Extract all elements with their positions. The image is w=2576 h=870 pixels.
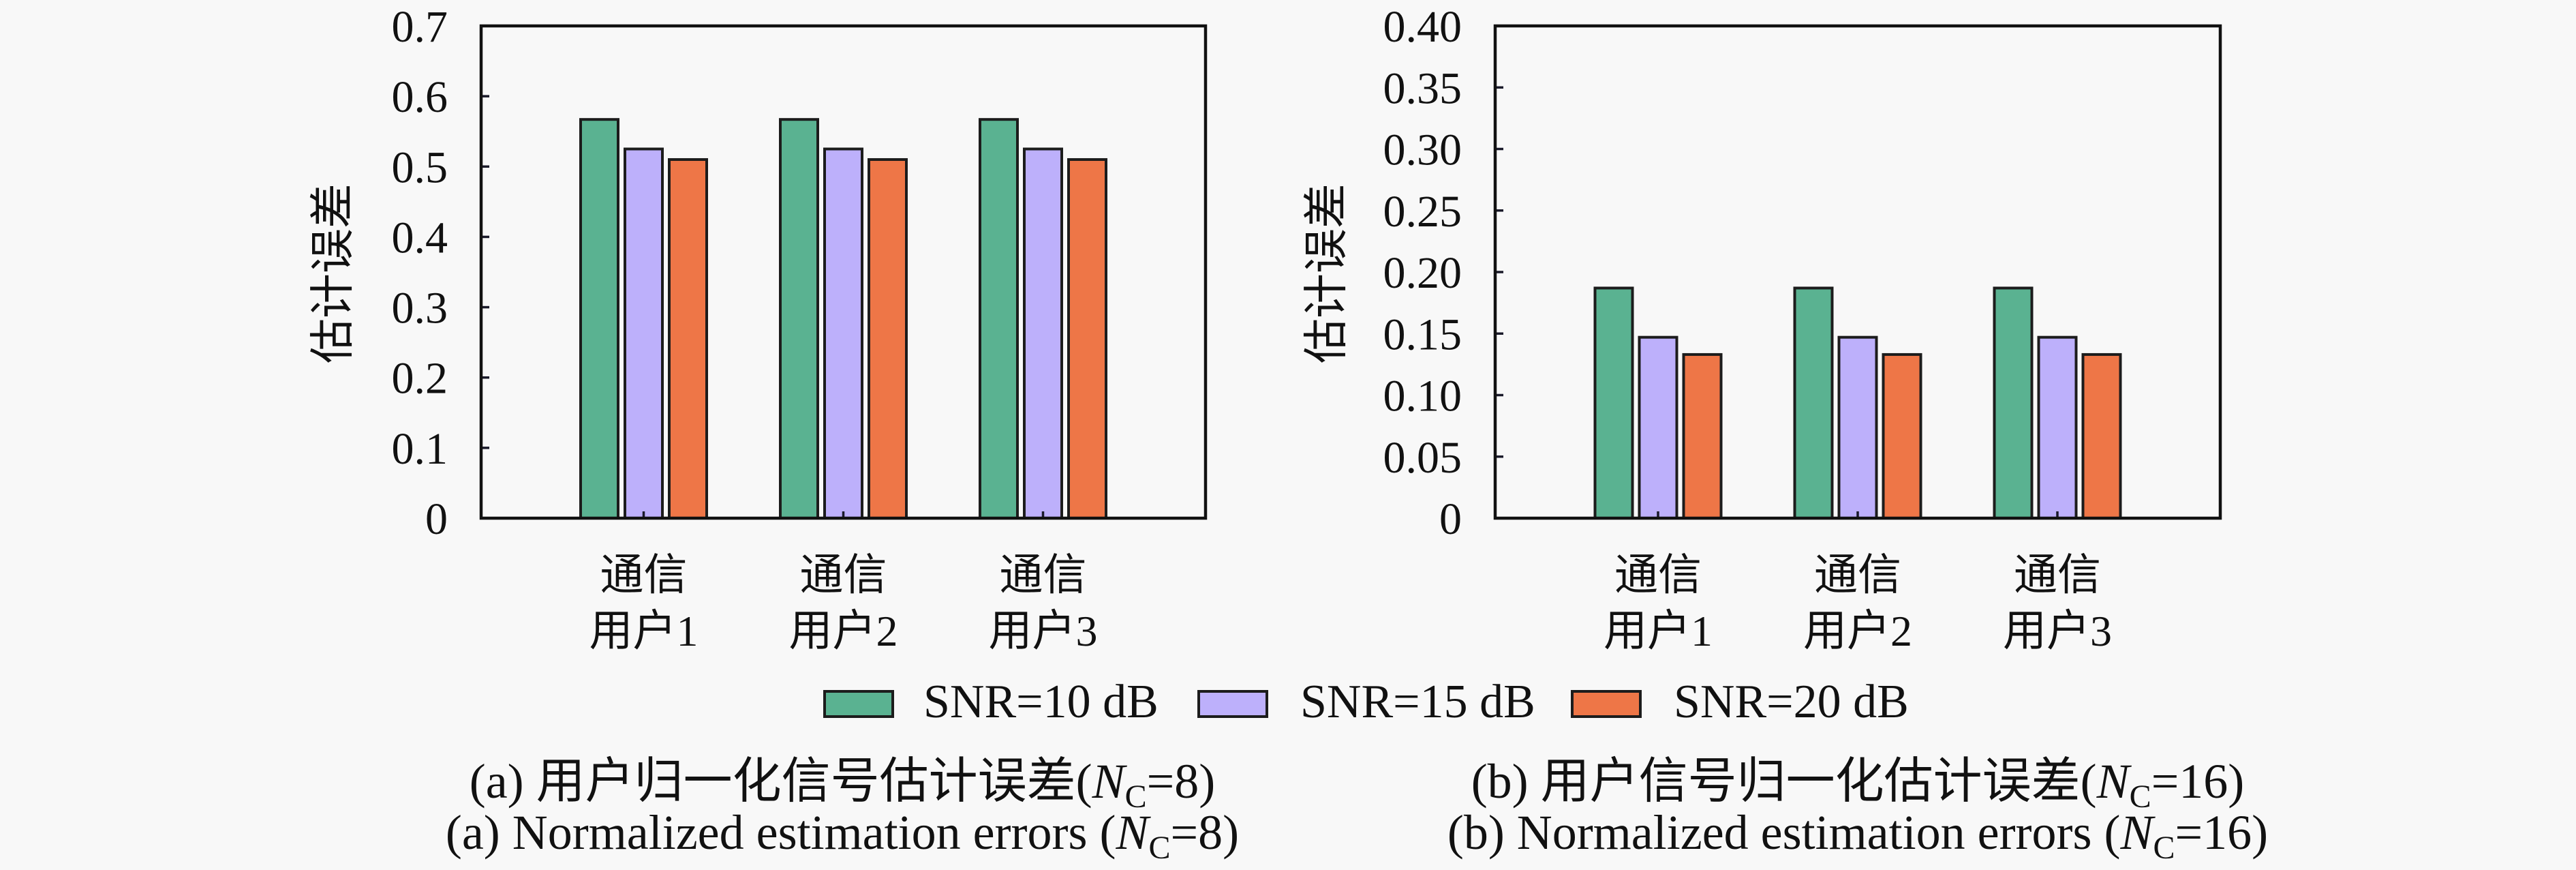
x-tick-label: 用户2 (1803, 607, 1912, 655)
caption-variable: N (2096, 754, 2132, 809)
y-tick-label: 0 (425, 494, 448, 544)
caption-prefix: (b) 用户信号归一化估计误差( (1471, 754, 2097, 809)
legend-swatch-snr-20 (1571, 690, 1642, 718)
x-tick-label: 通信 (1614, 551, 1702, 599)
y-tick-label: 0.35 (1383, 63, 1462, 113)
legend-label-snr-15: SNR=15 dB (1300, 676, 1535, 728)
caption-suffix: =8) (1147, 754, 1216, 809)
bar-snr-10-db-category-1 (1593, 286, 1634, 520)
bar-snr-20-db-category-1 (1682, 352, 1723, 520)
bar-snr-15-db-category-2 (823, 147, 863, 520)
legend-item-snr-20: SNR=20 dB (1571, 676, 1909, 728)
caption-variable: N (1092, 754, 1128, 809)
bar-snr-15-db-category-3 (1023, 147, 1063, 520)
y-tick-label: 0.10 (1383, 372, 1462, 421)
caption-a: (a) 用户归一化信号估计误差(NC=8) (a) Normalized est… (446, 754, 1239, 866)
legend-swatch-snr-10 (823, 690, 894, 718)
legend-swatch-snr-15 (1197, 690, 1268, 718)
x-tick-label: 用户3 (2003, 607, 2112, 655)
plot-frame (479, 24, 1208, 520)
x-tick-label: 用户3 (989, 607, 1098, 655)
caption-prefix: (a) Normalized estimation errors ( (446, 805, 1116, 860)
bar-snr-20-db-category-2 (868, 158, 908, 520)
y-tick-label: 0.05 (1383, 433, 1462, 483)
bar-snr-15-db-category-1 (624, 147, 664, 520)
x-tick-label: 通信 (2014, 551, 2101, 599)
y-tick-label: 0.15 (1383, 310, 1462, 359)
caption-suffix: =8) (1171, 805, 1240, 860)
bar-snr-10-db-category-2 (779, 118, 819, 520)
legend-label-snr-10: SNR=10 dB (923, 676, 1159, 728)
caption-a-en: (a) Normalized estimation errors (NC=8) (446, 805, 1239, 866)
bar-snr-15-db-category-3 (2037, 335, 2078, 520)
caption-subscript: C (2130, 779, 2151, 815)
y-tick-label: 0.5 (392, 142, 448, 192)
x-tick-label: 通信 (600, 551, 688, 599)
bar-snr-20-db-category-3 (2081, 352, 2122, 520)
y-tick-label: 0.2 (392, 354, 448, 404)
legend-item-snr-15: SNR=15 dB (1197, 676, 1535, 728)
y-tick-label: 0.6 (392, 72, 448, 122)
caption-variable: N (1115, 805, 1151, 860)
bar-snr-10-db-category-1 (579, 118, 619, 520)
y-axis-label: 估计误差 (309, 183, 358, 363)
y-tick-label: 0.40 (1383, 2, 1462, 52)
y-axis-label: 估计误差 (1302, 183, 1352, 363)
caption-b: (b) 用户信号归一化估计误差(NC=16) (b) Normalized es… (1447, 754, 2268, 866)
x-tick-label: 用户1 (589, 607, 699, 655)
y-tick-label: 0.7 (392, 2, 448, 52)
legend-item-snr-10: SNR=10 dB (823, 676, 1159, 728)
bar-snr-20-db-category-2 (1882, 352, 1922, 520)
x-tick-label: 用户1 (1604, 607, 1713, 655)
caption-variable: N (2120, 805, 2156, 860)
x-tick-label: 通信 (1814, 551, 1901, 599)
bar-snr-15-db-category-2 (1837, 335, 1878, 520)
bar-snr-10-db-category-3 (979, 118, 1019, 520)
bar-snr-20-db-category-3 (1067, 158, 1107, 520)
bar-snr-10-db-category-2 (1793, 286, 1834, 520)
caption-suffix: =16) (2151, 754, 2245, 809)
legend: SNR=10 dB SNR=15 dB SNR=20 dB (823, 676, 1909, 728)
caption-prefix: (b) Normalized estimation errors ( (1447, 805, 2121, 860)
x-tick-label: 通信 (800, 551, 887, 599)
caption-b-zh: (b) 用户信号归一化估计误差(NC=16) (1471, 754, 2245, 815)
y-tick-label: 0.20 (1383, 248, 1462, 298)
y-tick-label: 0.1 (392, 424, 448, 474)
y-tick-label: 0.25 (1383, 187, 1462, 237)
bar-snr-15-db-category-1 (1638, 335, 1678, 520)
y-tick-label: 0.4 (392, 213, 448, 262)
caption-prefix: (a) 用户归一化信号估计误差( (470, 754, 1092, 809)
x-tick-label: 用户2 (789, 607, 898, 655)
caption-subscript: C (1125, 779, 1147, 815)
caption-b-en: (b) Normalized estimation errors (NC=16) (1447, 805, 2268, 866)
legend-label-snr-20: SNR=20 dB (1674, 676, 1909, 728)
caption-subscript: C (2153, 830, 2175, 866)
caption-a-zh: (a) 用户归一化信号估计误差(NC=8) (470, 754, 1216, 815)
y-tick-label: 0.30 (1383, 125, 1462, 175)
y-tick-label: 0.3 (392, 284, 448, 333)
bar-snr-20-db-category-1 (668, 158, 708, 520)
bar-snr-10-db-category-3 (1993, 286, 2034, 520)
y-tick-label: 0 (1439, 494, 1462, 544)
plot-frame (1493, 24, 2222, 520)
caption-suffix: =16) (2175, 805, 2269, 860)
caption-subscript: C (1149, 830, 1171, 866)
x-tick-label: 通信 (1000, 551, 1087, 599)
